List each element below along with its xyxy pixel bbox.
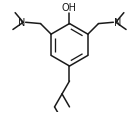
Text: N: N <box>114 18 121 28</box>
Text: OH: OH <box>62 3 77 13</box>
Text: N: N <box>18 18 25 28</box>
